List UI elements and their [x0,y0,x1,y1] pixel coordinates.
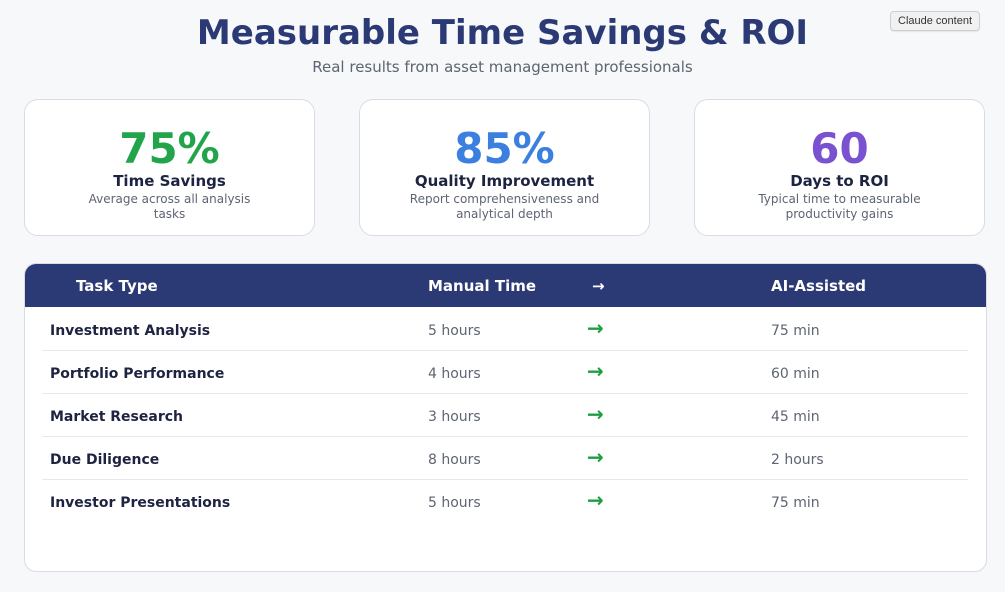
claude-content-badge[interactable]: Claude content [890,11,980,31]
stat-value: 75% [119,124,220,173]
table-row: Investment Analysis 5 hours → 75 min [42,307,968,351]
ai-assisted-cell: 75 min [771,323,820,339]
stat-description: Average across all analysis tasks [88,192,251,221]
stat-label: Days to ROI [790,172,889,190]
table-row: Due Diligence 8 hours → 2 hours [42,436,968,480]
manual-time-cell: 4 hours [428,366,481,382]
stat-label: Quality Improvement [414,172,595,190]
manual-time-cell: 8 hours [428,452,481,468]
column-header-arrow: → [592,277,605,295]
stat-value: 60 [810,124,869,173]
arrow-right-icon: → [587,316,604,340]
arrow-right-icon: → [587,445,604,469]
time-comparison-table: Task Type Manual Time → AI-Assisted Inve… [24,263,987,572]
manual-time-cell: 5 hours [428,323,481,339]
stats-cards: 75% Time Savings Average across all anal… [24,99,987,239]
manual-time-cell: 3 hours [428,409,481,425]
stat-value: 85% [454,124,555,173]
stat-card-time-savings: 75% Time Savings Average across all anal… [24,99,315,236]
ai-assisted-cell: 60 min [771,366,820,382]
table-header: Task Type Manual Time → AI-Assisted [25,264,986,307]
ai-assisted-cell: 75 min [771,495,820,511]
task-cell: Market Research [50,409,183,425]
task-cell: Due Diligence [50,452,160,468]
stat-description: Typical time to measurable productivity … [758,192,921,221]
column-header-task-type: Task Type [76,277,158,295]
arrow-right-icon: → [587,359,604,383]
task-cell: Investment Analysis [50,323,211,339]
stat-card-quality-improvement: 85% Quality Improvement Report comprehen… [359,99,650,236]
task-cell: Investor Presentations [50,495,231,511]
table-row: Investor Presentations 5 hours → 75 min [42,479,968,522]
column-header-manual-time: Manual Time [428,277,537,295]
table-row: Market Research 3 hours → 45 min [42,393,968,437]
arrow-right-icon: → [587,402,604,426]
stat-card-days-to-roi: 60 Days to ROI Typical time to measurabl… [694,99,985,236]
manual-time-cell: 5 hours [428,495,481,511]
stat-label: Time Savings [113,172,226,190]
arrow-right-icon: → [587,488,604,512]
table-row: Portfolio Performance 4 hours → 60 min [42,350,968,394]
ai-assisted-cell: 2 hours [771,452,824,468]
ai-assisted-cell: 45 min [771,409,820,425]
page-subtitle: Real results from asset management profe… [312,58,693,76]
page-title: Measurable Time Savings & ROI [196,13,809,53]
stat-description: Report comprehensiveness and analytical … [409,192,600,221]
column-header-ai-assisted: AI-Assisted [771,277,867,295]
task-cell: Portfolio Performance [50,366,225,382]
